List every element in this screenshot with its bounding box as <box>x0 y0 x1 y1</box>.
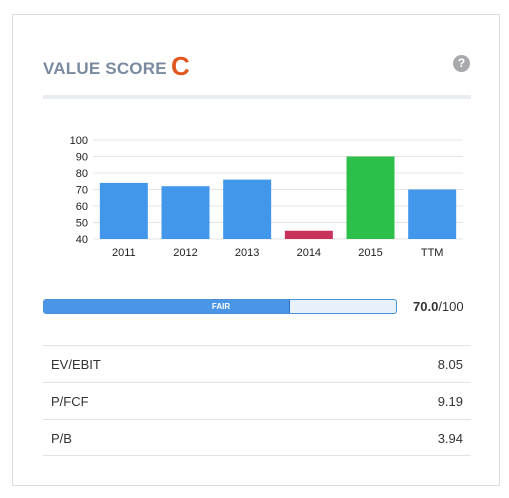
metrics-table: EV/EBIT 8.05 P/FCF 9.19 P/B 3.94 <box>43 345 471 456</box>
score-value: 70.0 <box>413 299 439 314</box>
score-progress-bar: FAIR <box>43 299 397 314</box>
table-row: P/FCF 9.19 <box>43 382 471 419</box>
card-title: VALUE SCORE <box>43 59 167 78</box>
y-tick-label: 80 <box>76 168 88 180</box>
score-progress-fill <box>44 300 291 313</box>
metric-value: 8.05 <box>437 357 463 372</box>
x-tick-label: 2014 <box>297 247 321 259</box>
metric-value: 9.19 <box>437 394 463 409</box>
bar <box>408 189 457 239</box>
value-score-chart: 40 50 60 70 80 90 100 2011 2012 2013 2014 2015 TTM <box>70 135 463 259</box>
bar <box>284 230 333 239</box>
card-header: VALUE SCORE C <box>43 51 473 85</box>
y-tick-label: 100 <box>70 135 88 147</box>
x-tick-label: 2011 <box>112 247 136 259</box>
bar <box>161 186 210 239</box>
bar <box>346 156 395 239</box>
x-tick-label: 2013 <box>235 247 259 259</box>
bar <box>223 179 272 239</box>
table-row: P/B 3.94 <box>43 419 471 456</box>
y-tick-label: 90 <box>76 152 88 164</box>
grade-badge: C <box>171 51 190 81</box>
y-tick-label: 50 <box>76 218 88 230</box>
value-score-card: VALUE SCORE C ? 40 50 60 70 80 90 100 2011 2012 2… <box>12 14 500 486</box>
y-tick-label: 60 <box>76 201 88 213</box>
bar <box>99 182 148 239</box>
x-tick-label: 2012 <box>173 247 197 259</box>
y-tick-label: 40 <box>76 234 88 246</box>
question-circle-icon[interactable]: ? <box>453 55 470 72</box>
metric-value: 3.94 <box>437 431 463 446</box>
metric-label: EV/EBIT <box>51 357 101 372</box>
metric-label: P/B <box>51 431 72 446</box>
x-tick-label: 2015 <box>358 247 382 259</box>
table-row: EV/EBIT 8.05 <box>43 345 471 382</box>
score-progress-label: FAIR <box>211 302 231 311</box>
score-max: /100 <box>438 299 464 314</box>
score-readout: 70.0/100 <box>413 299 464 314</box>
y-tick-label: 70 <box>76 185 88 197</box>
header-divider <box>43 95 471 99</box>
metric-label: P/FCF <box>51 394 89 409</box>
x-tick-label: TTM <box>421 247 444 259</box>
